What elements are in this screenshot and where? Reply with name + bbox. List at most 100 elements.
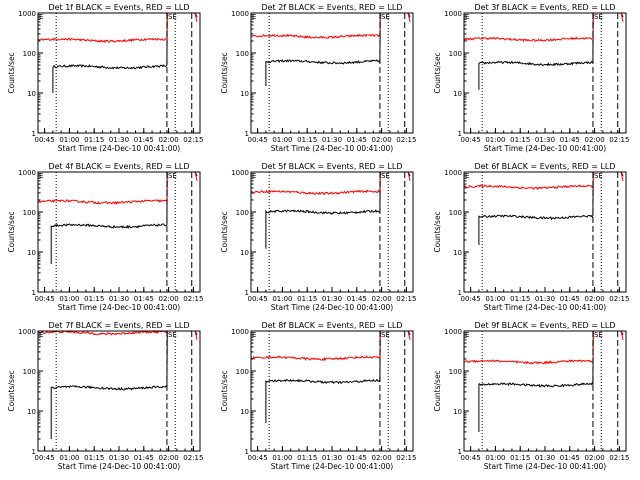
y-tick-label: 1000	[18, 169, 36, 177]
y-axis-label: Counts/sec	[433, 52, 442, 93]
lld-series-line	[38, 172, 168, 206]
x-tick-label: 02:00	[371, 136, 391, 144]
x-axis-label: Start Time (24-Dec-10 00:41:00)	[58, 303, 180, 312]
y-tick-label: 100	[236, 209, 249, 217]
y-tick-label: 1000	[231, 169, 249, 177]
x-axis-label: Start Time (24-Dec-10 00:41:00)	[271, 462, 393, 471]
x-tick-label: 00:45	[248, 295, 268, 303]
x-tick-label: 01:30	[109, 454, 129, 462]
x-tick-label: 02:00	[158, 454, 178, 462]
x-tick-label: 01:15	[84, 454, 104, 462]
y-axis-label: Counts/sec	[433, 211, 442, 252]
x-tick-label: 01:15	[510, 136, 530, 144]
y-tick-label: 10	[27, 249, 36, 257]
se-marker-label: SE	[381, 13, 390, 21]
se-marker-label: E	[465, 172, 469, 180]
se-marker-label: E	[39, 331, 43, 339]
y-tick-label: 1000	[444, 10, 462, 18]
x-tick-label: 00:45	[461, 136, 481, 144]
x-tick-label: 01:00	[272, 136, 292, 144]
x-tick-label: 01:15	[84, 295, 104, 303]
x-tick-label: 01:30	[535, 136, 555, 144]
x-tick-label: 02:15	[183, 454, 203, 462]
y-tick-label: 10	[453, 90, 462, 98]
y-tick-label: 100	[23, 368, 36, 376]
x-tick-label: 02:15	[396, 454, 416, 462]
x-tick-label: 00:45	[35, 136, 55, 144]
y-tick-label: 100	[236, 368, 249, 376]
events-series-line	[265, 172, 381, 249]
x-tick-label: 01:00	[272, 295, 292, 303]
x-tick-label: 00:45	[461, 295, 481, 303]
x-tick-label: 02:15	[609, 136, 629, 144]
x-tick-label: 01:00	[272, 454, 292, 462]
y-tick-label: 1	[32, 448, 36, 456]
x-tick-label: 01:45	[347, 454, 367, 462]
series-tail-mark	[407, 172, 411, 181]
series-tail-mark	[194, 172, 198, 181]
y-tick-label: 100	[23, 50, 36, 58]
x-tick-label: 00:45	[35, 295, 55, 303]
chart-title: Det 3f BLACK = Events, RED = LLD	[474, 3, 615, 12]
se-marker-label: E	[252, 331, 256, 339]
y-tick-label: 1000	[18, 10, 36, 18]
x-tick-label: 02:00	[584, 136, 604, 144]
events-series-line	[478, 172, 594, 245]
x-tick-label: 01:45	[134, 136, 154, 144]
x-tick-label: 01:15	[297, 136, 317, 144]
y-tick-label: 1	[245, 448, 249, 456]
events-series-line	[50, 172, 168, 264]
x-tick-label: 00:45	[248, 136, 268, 144]
se-marker-label: E	[39, 172, 43, 180]
lld-series-line	[251, 331, 381, 362]
x-tick-label: 01:15	[297, 295, 317, 303]
x-tick-label: 01:00	[59, 295, 79, 303]
x-tick-label: 00:45	[248, 454, 268, 462]
y-tick-label: 1000	[231, 328, 249, 336]
x-tick-label: 02:15	[609, 454, 629, 462]
series-tail-mark	[194, 13, 198, 22]
y-axis-label: Counts/sec	[7, 211, 16, 252]
se-marker-label: E	[252, 172, 256, 180]
se-marker-label: E	[252, 13, 256, 21]
y-tick-label: 10	[453, 249, 462, 257]
x-tick-label: 01:00	[485, 295, 505, 303]
x-tick-label: 01:15	[510, 454, 530, 462]
events-series-line	[265, 13, 381, 86]
x-tick-label: 01:30	[109, 136, 129, 144]
x-tick-label: 02:00	[158, 136, 178, 144]
x-tick-label: 01:00	[59, 136, 79, 144]
lld-series-line	[464, 172, 594, 191]
se-marker-label: SE	[381, 172, 390, 180]
lld-series-line	[38, 13, 168, 44]
series-tail-mark	[194, 331, 198, 340]
x-axis-label: Start Time (24-Dec-10 00:41:00)	[484, 462, 606, 471]
x-tick-label: 00:45	[35, 454, 55, 462]
x-tick-label: 01:45	[560, 295, 580, 303]
x-tick-label: 01:30	[322, 136, 342, 144]
chart-title: Det 2f BLACK = Events, RED = LLD	[261, 3, 402, 12]
series-tail-mark	[620, 331, 624, 340]
x-tick-label: 01:30	[535, 454, 555, 462]
y-tick-label: 100	[236, 50, 249, 58]
x-tick-label: 01:45	[560, 136, 580, 144]
events-series-line	[478, 331, 594, 432]
lld-series-line	[38, 331, 168, 336]
x-tick-label: 01:30	[322, 454, 342, 462]
y-axis-label: Counts/sec	[220, 52, 229, 93]
y-tick-label: 10	[240, 90, 249, 98]
chart-title: Det 9f BLACK = Events, RED = LLD	[474, 321, 615, 330]
x-tick-label: 01:45	[560, 454, 580, 462]
lld-series-line	[464, 331, 594, 365]
se-marker-label: E	[39, 13, 43, 21]
y-tick-label: 100	[449, 209, 462, 217]
y-tick-label: 10	[27, 408, 36, 416]
y-tick-label: 1	[458, 448, 462, 456]
